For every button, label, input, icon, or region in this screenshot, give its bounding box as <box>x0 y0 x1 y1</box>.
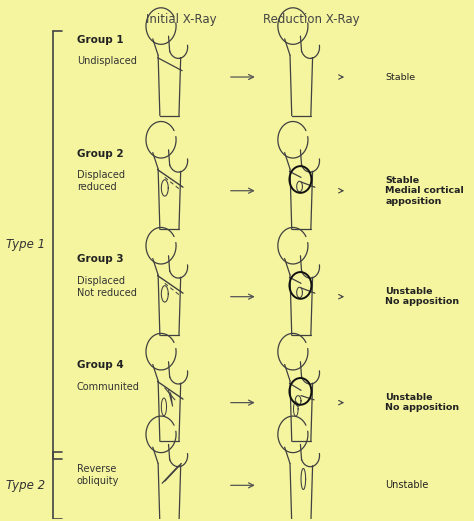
Text: Reduction X-Ray: Reduction X-Ray <box>263 13 359 26</box>
Text: Unstable
No apposition: Unstable No apposition <box>385 287 459 306</box>
Text: Stable
Medial cortical
apposition: Stable Medial cortical apposition <box>385 176 464 206</box>
Text: Displaced
reduced: Displaced reduced <box>77 170 125 192</box>
Text: Group 3: Group 3 <box>77 254 124 265</box>
Text: Type 1: Type 1 <box>6 239 45 252</box>
Text: Displaced
Not reduced: Displaced Not reduced <box>77 276 137 297</box>
Text: Reverse
obliquity: Reverse obliquity <box>77 464 119 486</box>
Text: Type 2: Type 2 <box>6 479 45 492</box>
Text: Stable: Stable <box>385 72 415 81</box>
Text: Group 4: Group 4 <box>77 361 124 370</box>
Text: Communited: Communited <box>77 382 140 392</box>
Text: Unstable
No apposition: Unstable No apposition <box>385 393 459 412</box>
Text: Unstable: Unstable <box>385 480 428 490</box>
Text: Group 1: Group 1 <box>77 35 124 45</box>
Text: Undisplaced: Undisplaced <box>77 56 137 66</box>
Text: Initial X-Ray: Initial X-Ray <box>146 13 217 26</box>
Text: Group 2: Group 2 <box>77 148 124 158</box>
